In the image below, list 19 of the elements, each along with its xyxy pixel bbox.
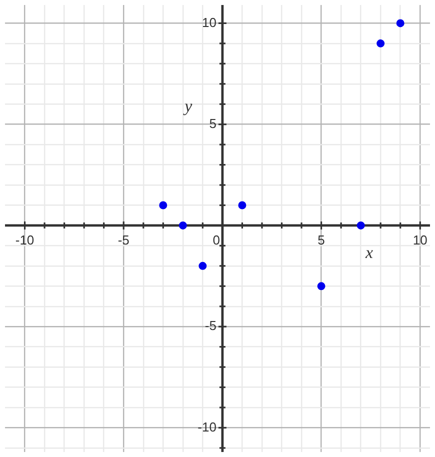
x-axis-title: x [364,242,374,262]
point [198,262,207,270]
x-tick-label: -10 [15,232,34,248]
point [317,282,326,290]
point [159,201,168,210]
point [396,19,404,28]
x-tick-label: -5 [118,232,130,248]
point [178,221,187,230]
y-tick-label: 5 [209,116,216,131]
point [376,39,385,48]
y-tick-label: 10 [202,14,216,30]
x-tick-label: 0 [212,232,220,248]
point [356,221,365,230]
point [238,201,246,210]
x-tick-label: 5 [318,232,325,248]
y-axis-title: y [182,96,193,116]
x-tick-label: 10 [412,232,428,248]
y-tick-label: -5 [204,318,216,334]
y-tick-label: -10 [198,419,216,434]
